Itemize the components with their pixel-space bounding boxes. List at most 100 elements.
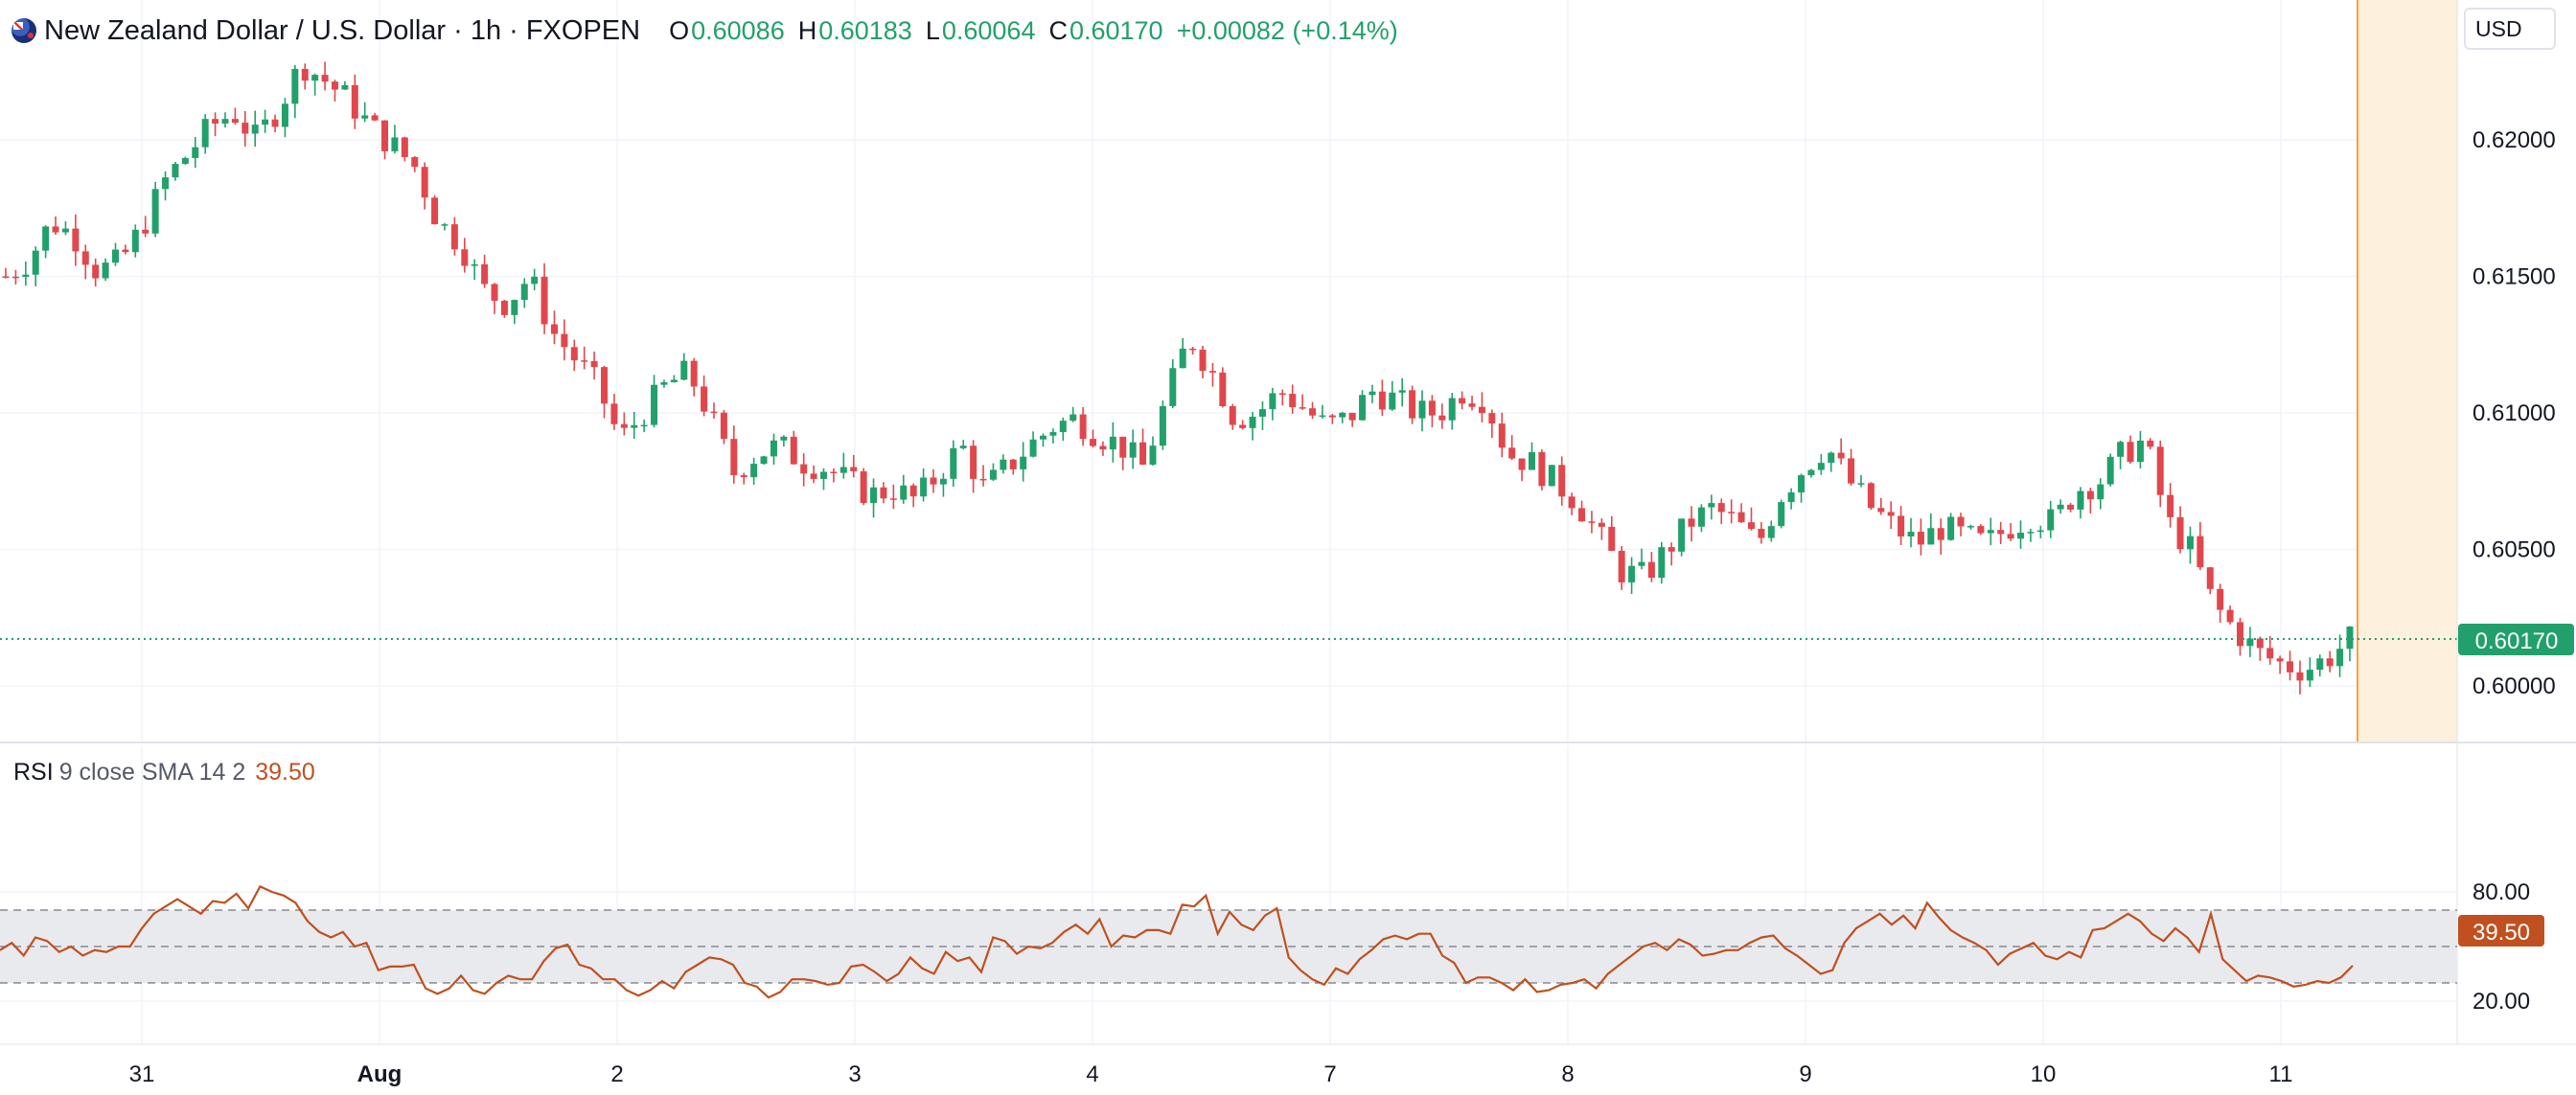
candle-body (1378, 391, 1386, 410)
candle-body (550, 324, 558, 334)
candle (2106, 453, 2114, 487)
candle-body (1837, 452, 1845, 459)
candle (2147, 438, 2154, 450)
candle-body (441, 224, 448, 226)
candle-body (2226, 609, 2234, 623)
candle (1747, 507, 1755, 531)
candle (780, 435, 788, 447)
candle-body (461, 249, 469, 266)
candle (1857, 474, 1865, 488)
candle-body (1877, 508, 1885, 513)
open-label: O (669, 15, 690, 45)
candle (1708, 494, 1715, 520)
candle (2176, 506, 2184, 554)
candle-body (2326, 658, 2334, 667)
candle (1398, 377, 1406, 407)
candle (1688, 506, 1695, 542)
candle (2067, 502, 2075, 513)
candle-body (2316, 658, 2324, 671)
symbol-title[interactable]: New Zealand Dollar / U.S. Dollar · 1h · … (44, 14, 641, 46)
candle-body (2176, 516, 2184, 550)
candle (1478, 392, 1485, 422)
candle-body (1887, 512, 1895, 516)
candle-body (819, 471, 827, 479)
candle-body (251, 125, 259, 134)
last-price-tag: 0.60170 (2458, 624, 2574, 655)
candle-body (1867, 483, 1874, 509)
candle-body (1249, 416, 1256, 428)
candle (710, 402, 718, 419)
rsi-name[interactable]: RSI (13, 759, 54, 786)
candle (1638, 548, 1645, 570)
candle (850, 454, 858, 478)
candle-body (920, 477, 928, 497)
candle (500, 299, 508, 318)
candle-body (1966, 526, 1974, 528)
candle (181, 156, 189, 165)
candle (2036, 525, 2044, 538)
candle-body (1109, 436, 1116, 450)
candle-body (1678, 518, 1686, 552)
candle (391, 125, 399, 154)
candle (1529, 442, 1536, 470)
price-tick-label: 0.60500 (2472, 537, 2556, 563)
candle-body (2027, 532, 2035, 534)
candle (1887, 501, 1895, 530)
time-axis-label: 4 (1086, 1061, 1098, 1087)
candle (2226, 605, 2234, 625)
candle-body (311, 75, 319, 81)
candle (2077, 487, 2084, 519)
candle-body (531, 276, 539, 285)
candle (291, 64, 299, 119)
price-axis-ticks: 0.62000 0.61500 0.61000 0.60500 0.60000 (2472, 127, 2556, 699)
candle-body (361, 115, 369, 119)
last-price-value: 0.60170 (2475, 628, 2559, 654)
candle-body (301, 68, 309, 81)
candle-body (2, 276, 10, 278)
time-axis-label: Aug (357, 1061, 402, 1087)
candle (2027, 528, 2035, 542)
candle-body (1578, 508, 1586, 522)
candle-body (2196, 536, 2204, 568)
candle (231, 107, 239, 125)
candle-body (1149, 445, 1157, 466)
candle-body (1737, 512, 1745, 523)
candle-body (2346, 627, 2354, 650)
candle (979, 465, 987, 487)
candle (1977, 523, 1985, 536)
candle-body (1957, 516, 1965, 527)
candle (1159, 400, 1166, 450)
candle (651, 375, 658, 428)
candle (830, 468, 838, 483)
time-axis-label: 11 (2269, 1061, 2293, 1087)
candle (620, 412, 628, 436)
candle-body (870, 487, 878, 504)
candle (1966, 524, 1974, 530)
candles[interactable] (2, 61, 2354, 695)
candle (581, 346, 588, 370)
candle-body (281, 103, 288, 127)
candle-body (1817, 463, 1825, 470)
candle-body (1828, 452, 1835, 464)
candle (1039, 433, 1046, 447)
currency-button[interactable]: USD (2464, 8, 2556, 50)
candle (262, 109, 269, 133)
candle-body (81, 251, 89, 265)
candle (2306, 657, 2313, 687)
candle (491, 283, 498, 314)
candle-body (1668, 547, 1675, 552)
rsi-levels (0, 909, 2457, 984)
candle (1468, 396, 1476, 411)
candle-body (790, 436, 797, 465)
candle (1817, 453, 1825, 475)
candle-body (321, 75, 329, 82)
candle (989, 463, 997, 482)
candle (2346, 626, 2354, 662)
candle (2287, 650, 2294, 681)
candle-body (1937, 528, 1944, 540)
candle-body (1129, 442, 1137, 458)
candle (930, 468, 937, 493)
candle-body (1608, 526, 1616, 552)
